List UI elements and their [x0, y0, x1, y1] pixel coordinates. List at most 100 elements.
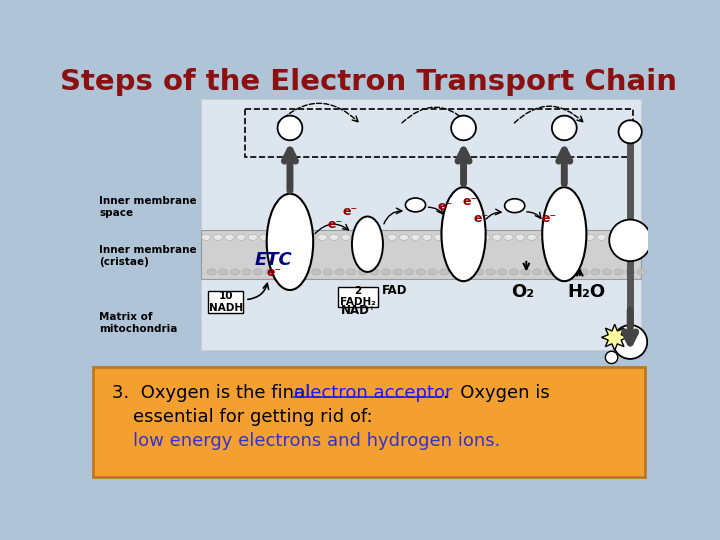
- FancyBboxPatch shape: [93, 367, 645, 477]
- Ellipse shape: [283, 234, 292, 240]
- Ellipse shape: [289, 269, 297, 275]
- Ellipse shape: [405, 269, 414, 275]
- Ellipse shape: [457, 234, 467, 240]
- Circle shape: [613, 325, 647, 359]
- Ellipse shape: [516, 234, 525, 240]
- Ellipse shape: [602, 269, 611, 275]
- Text: e⁻: e⁻: [474, 212, 489, 225]
- Bar: [245, 110, 632, 157]
- Ellipse shape: [382, 269, 391, 275]
- Text: e⁻: e⁻: [462, 194, 477, 207]
- Ellipse shape: [539, 234, 548, 240]
- Ellipse shape: [219, 269, 228, 275]
- Text: 3.  Oxygen is the final: 3. Oxygen is the final: [112, 383, 315, 402]
- Ellipse shape: [556, 269, 565, 275]
- Ellipse shape: [463, 269, 472, 275]
- Ellipse shape: [213, 234, 222, 240]
- Ellipse shape: [504, 234, 513, 240]
- Ellipse shape: [364, 234, 374, 240]
- Ellipse shape: [469, 234, 478, 240]
- Bar: [208, 291, 243, 313]
- Ellipse shape: [441, 187, 485, 281]
- Text: ETC: ETC: [255, 251, 292, 268]
- Ellipse shape: [300, 269, 310, 275]
- Ellipse shape: [620, 234, 629, 240]
- Ellipse shape: [271, 234, 281, 240]
- Ellipse shape: [265, 269, 274, 275]
- Ellipse shape: [207, 269, 216, 275]
- Ellipse shape: [330, 234, 339, 240]
- Ellipse shape: [585, 234, 595, 240]
- Circle shape: [606, 351, 618, 363]
- Ellipse shape: [399, 234, 408, 240]
- Ellipse shape: [393, 269, 402, 275]
- Ellipse shape: [341, 234, 351, 240]
- Ellipse shape: [248, 234, 258, 240]
- Text: FAD: FAD: [382, 284, 408, 297]
- Ellipse shape: [428, 269, 437, 275]
- Ellipse shape: [352, 217, 383, 272]
- Ellipse shape: [544, 269, 554, 275]
- Ellipse shape: [562, 234, 571, 240]
- Text: Inner membrane
(cristae): Inner membrane (cristae): [99, 245, 197, 267]
- Ellipse shape: [474, 269, 484, 275]
- Ellipse shape: [242, 269, 251, 275]
- Text: NAD⁺: NAD⁺: [341, 304, 376, 317]
- Ellipse shape: [486, 269, 495, 275]
- Text: e⁻: e⁻: [266, 266, 282, 279]
- Text: e⁻: e⁻: [328, 219, 343, 232]
- Text: Matrix of
mitochondria: Matrix of mitochondria: [99, 312, 178, 334]
- Text: electron acceptor: electron acceptor: [294, 383, 452, 402]
- Ellipse shape: [260, 234, 269, 240]
- Ellipse shape: [451, 269, 461, 275]
- Ellipse shape: [626, 269, 635, 275]
- Text: e⁻: e⁻: [541, 212, 557, 225]
- Ellipse shape: [318, 234, 327, 240]
- Bar: [201, 99, 641, 350]
- Ellipse shape: [358, 269, 367, 275]
- Ellipse shape: [542, 187, 586, 281]
- Ellipse shape: [533, 269, 542, 275]
- Ellipse shape: [411, 234, 420, 240]
- Ellipse shape: [202, 234, 211, 240]
- Ellipse shape: [230, 269, 240, 275]
- Ellipse shape: [550, 234, 559, 240]
- Ellipse shape: [597, 234, 606, 240]
- Ellipse shape: [567, 269, 577, 275]
- Ellipse shape: [312, 269, 321, 275]
- Ellipse shape: [266, 194, 313, 290]
- Text: H₂O: H₂O: [567, 283, 605, 301]
- Ellipse shape: [498, 269, 507, 275]
- Ellipse shape: [439, 269, 449, 275]
- Ellipse shape: [306, 234, 315, 240]
- Ellipse shape: [509, 269, 518, 275]
- Ellipse shape: [521, 269, 530, 275]
- Ellipse shape: [405, 198, 426, 212]
- Circle shape: [277, 116, 302, 140]
- Ellipse shape: [608, 234, 618, 240]
- Circle shape: [552, 116, 577, 140]
- Polygon shape: [601, 325, 628, 350]
- Bar: [338, 287, 378, 307]
- Text: e⁻: e⁻: [343, 205, 358, 218]
- Ellipse shape: [276, 269, 286, 275]
- Bar: [201, 231, 641, 279]
- Ellipse shape: [637, 269, 647, 275]
- Ellipse shape: [346, 269, 356, 275]
- Text: Steps of the Electron Transport Chain: Steps of the Electron Transport Chain: [60, 68, 678, 96]
- Text: O₂: O₂: [511, 283, 534, 301]
- Ellipse shape: [631, 234, 641, 240]
- Ellipse shape: [574, 234, 583, 240]
- Ellipse shape: [353, 234, 362, 240]
- Text: .  Oxygen is: . Oxygen is: [444, 383, 550, 402]
- Ellipse shape: [376, 234, 385, 240]
- Text: 2
FADH₂: 2 FADH₂: [341, 286, 376, 307]
- Ellipse shape: [446, 234, 455, 240]
- Circle shape: [609, 220, 651, 261]
- Ellipse shape: [370, 269, 379, 275]
- Ellipse shape: [387, 234, 397, 240]
- Ellipse shape: [423, 234, 432, 240]
- Ellipse shape: [492, 234, 502, 240]
- Ellipse shape: [481, 234, 490, 240]
- Ellipse shape: [505, 199, 525, 213]
